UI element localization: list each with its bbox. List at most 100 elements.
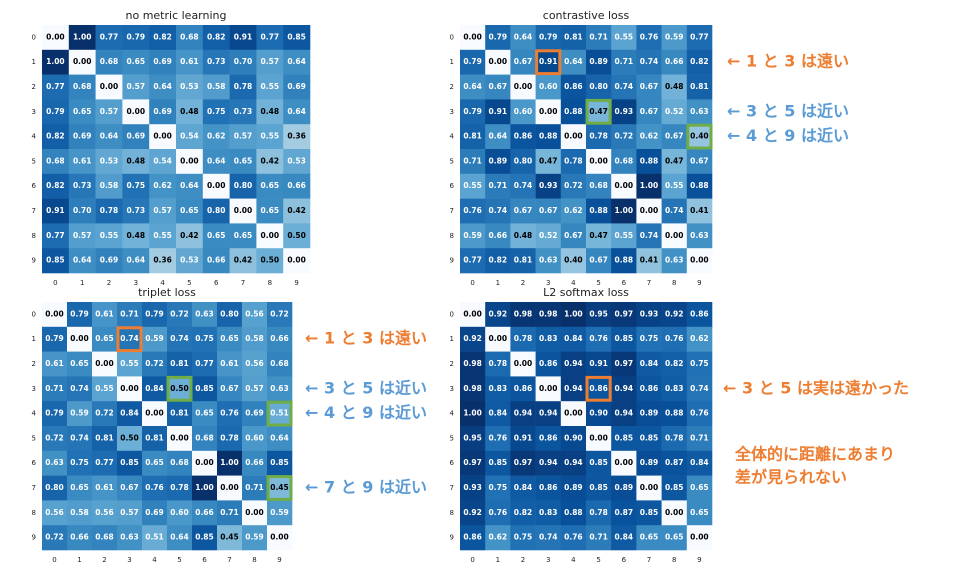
heatmap-cell — [535, 376, 562, 402]
heatmap-cell — [117, 351, 143, 377]
heatmap-cell — [586, 223, 612, 249]
heatmap-cell — [535, 426, 562, 452]
cell-label: 0.62 — [564, 206, 583, 215]
cell-label: 0.00 — [170, 433, 189, 442]
cell-label: 0.00 — [463, 32, 482, 41]
heatmap-cell — [611, 99, 637, 125]
heatmap-cell — [661, 401, 688, 427]
cell-label: 0.00 — [564, 132, 583, 141]
heatmap-cell — [636, 525, 662, 551]
cell-label: 0.65 — [95, 334, 114, 343]
heatmap-cell — [686, 500, 713, 526]
heatmap-cell — [460, 124, 486, 150]
cell-label: 0.00 — [640, 483, 659, 492]
heatmap-cell — [686, 49, 713, 75]
heatmap-cell — [560, 450, 587, 476]
heatmap-cell — [636, 149, 662, 175]
heatmap-cell — [122, 198, 150, 224]
cell-label: 0.00 — [195, 458, 214, 467]
cell-label: 0.75 — [640, 334, 659, 343]
cell-label: 0.72 — [145, 359, 164, 368]
cell-label: 0.65 — [665, 533, 684, 542]
heatmap-cell — [142, 376, 168, 402]
heatmap-cell — [485, 500, 511, 526]
cell-label: 0.81 — [564, 32, 583, 41]
heatmap-cell — [283, 248, 311, 274]
heatmap-cell — [229, 124, 257, 150]
heatmap-cell — [510, 401, 536, 427]
x-tick-label: 2 — [521, 279, 525, 287]
cell-label: 0.74 — [665, 206, 684, 215]
heatmap-cell — [95, 173, 123, 199]
cell-label: 0.76 — [640, 32, 659, 41]
heatmap-cell — [267, 326, 293, 352]
heatmap-cell — [636, 124, 662, 150]
heatmap-cell — [661, 49, 688, 75]
heatmap-cell — [485, 149, 511, 175]
heatmap-cell — [510, 49, 536, 75]
heatmap-cell — [611, 173, 637, 199]
annotation: ← 3 と 5 は近い — [305, 378, 427, 397]
heatmap-cell — [67, 475, 93, 501]
heatmap-cell — [460, 223, 486, 249]
cell-label: 0.67 — [589, 256, 608, 265]
heatmap-cell — [586, 248, 612, 274]
cell-label: 0.97 — [615, 359, 634, 368]
heatmap-cell — [217, 450, 243, 476]
heatmap-cell — [92, 401, 118, 427]
y-tick-label: 9 — [450, 257, 454, 265]
heatmap-cell — [636, 49, 662, 75]
heatmap-cell — [122, 99, 150, 125]
heatmap-cell — [686, 25, 713, 51]
heatmap-cell — [42, 49, 70, 75]
heatmap-cell — [611, 450, 637, 476]
cell-label: 0.76 — [489, 433, 508, 442]
x-tick-label: 7 — [647, 279, 651, 287]
cell-label: 0.79 — [539, 32, 558, 41]
cell-label: 0.66 — [245, 458, 264, 467]
heatmap-cell — [460, 500, 486, 526]
cell-label: 0.00 — [589, 156, 608, 165]
cell-label: 0.82 — [153, 32, 172, 41]
heatmap-cell — [202, 74, 230, 100]
cell-label: 0.81 — [514, 256, 533, 265]
cell-label: 0.62 — [153, 181, 172, 190]
heatmap-cell — [68, 99, 96, 125]
heatmap-cell — [242, 475, 268, 501]
heatmap-cell — [229, 149, 257, 175]
x-tick-label: 9 — [697, 279, 701, 287]
heatmap-cell — [267, 302, 293, 328]
heatmap-cell — [283, 223, 311, 249]
cell-label: 0.85 — [287, 32, 306, 41]
y-tick-label: 2 — [450, 360, 454, 368]
heatmap-cell — [636, 500, 662, 526]
heatmap-cell — [611, 525, 637, 551]
cell-label: 0.85 — [589, 458, 608, 467]
heatmap-cell — [167, 351, 193, 377]
cell-label: 0.84 — [145, 384, 164, 393]
heatmap-cell — [586, 450, 612, 476]
heatmap-cell — [242, 326, 268, 352]
heatmap-cell — [122, 25, 150, 51]
cell-label: 0.55 — [463, 181, 482, 190]
x-tick-label: 7 — [647, 556, 651, 564]
y-tick-label: 7 — [450, 484, 454, 492]
chart-title: no metric learning — [126, 9, 227, 22]
heatmap-cell — [95, 248, 123, 274]
cell-label: 0.48 — [127, 231, 146, 240]
cell-label: 0.55 — [615, 231, 634, 240]
cell-label: 0.89 — [615, 483, 634, 492]
highlight-box — [116, 326, 143, 353]
cell-label: 0.91 — [46, 206, 65, 215]
heatmap-cell — [686, 401, 713, 427]
cell-label: 0.67 — [514, 206, 533, 215]
cell-label: 0.91 — [234, 32, 253, 41]
x-tick-label: 6 — [622, 279, 627, 287]
cell-label: 0.82 — [46, 181, 65, 190]
cell-label: 0.74 — [170, 334, 189, 343]
y-tick-label: 6 — [450, 182, 455, 190]
cell-label: 0.60 — [170, 508, 189, 517]
cell-label: 0.68 — [73, 82, 92, 91]
cell-label: 0.58 — [100, 181, 119, 190]
heatmap-cell — [661, 223, 688, 249]
